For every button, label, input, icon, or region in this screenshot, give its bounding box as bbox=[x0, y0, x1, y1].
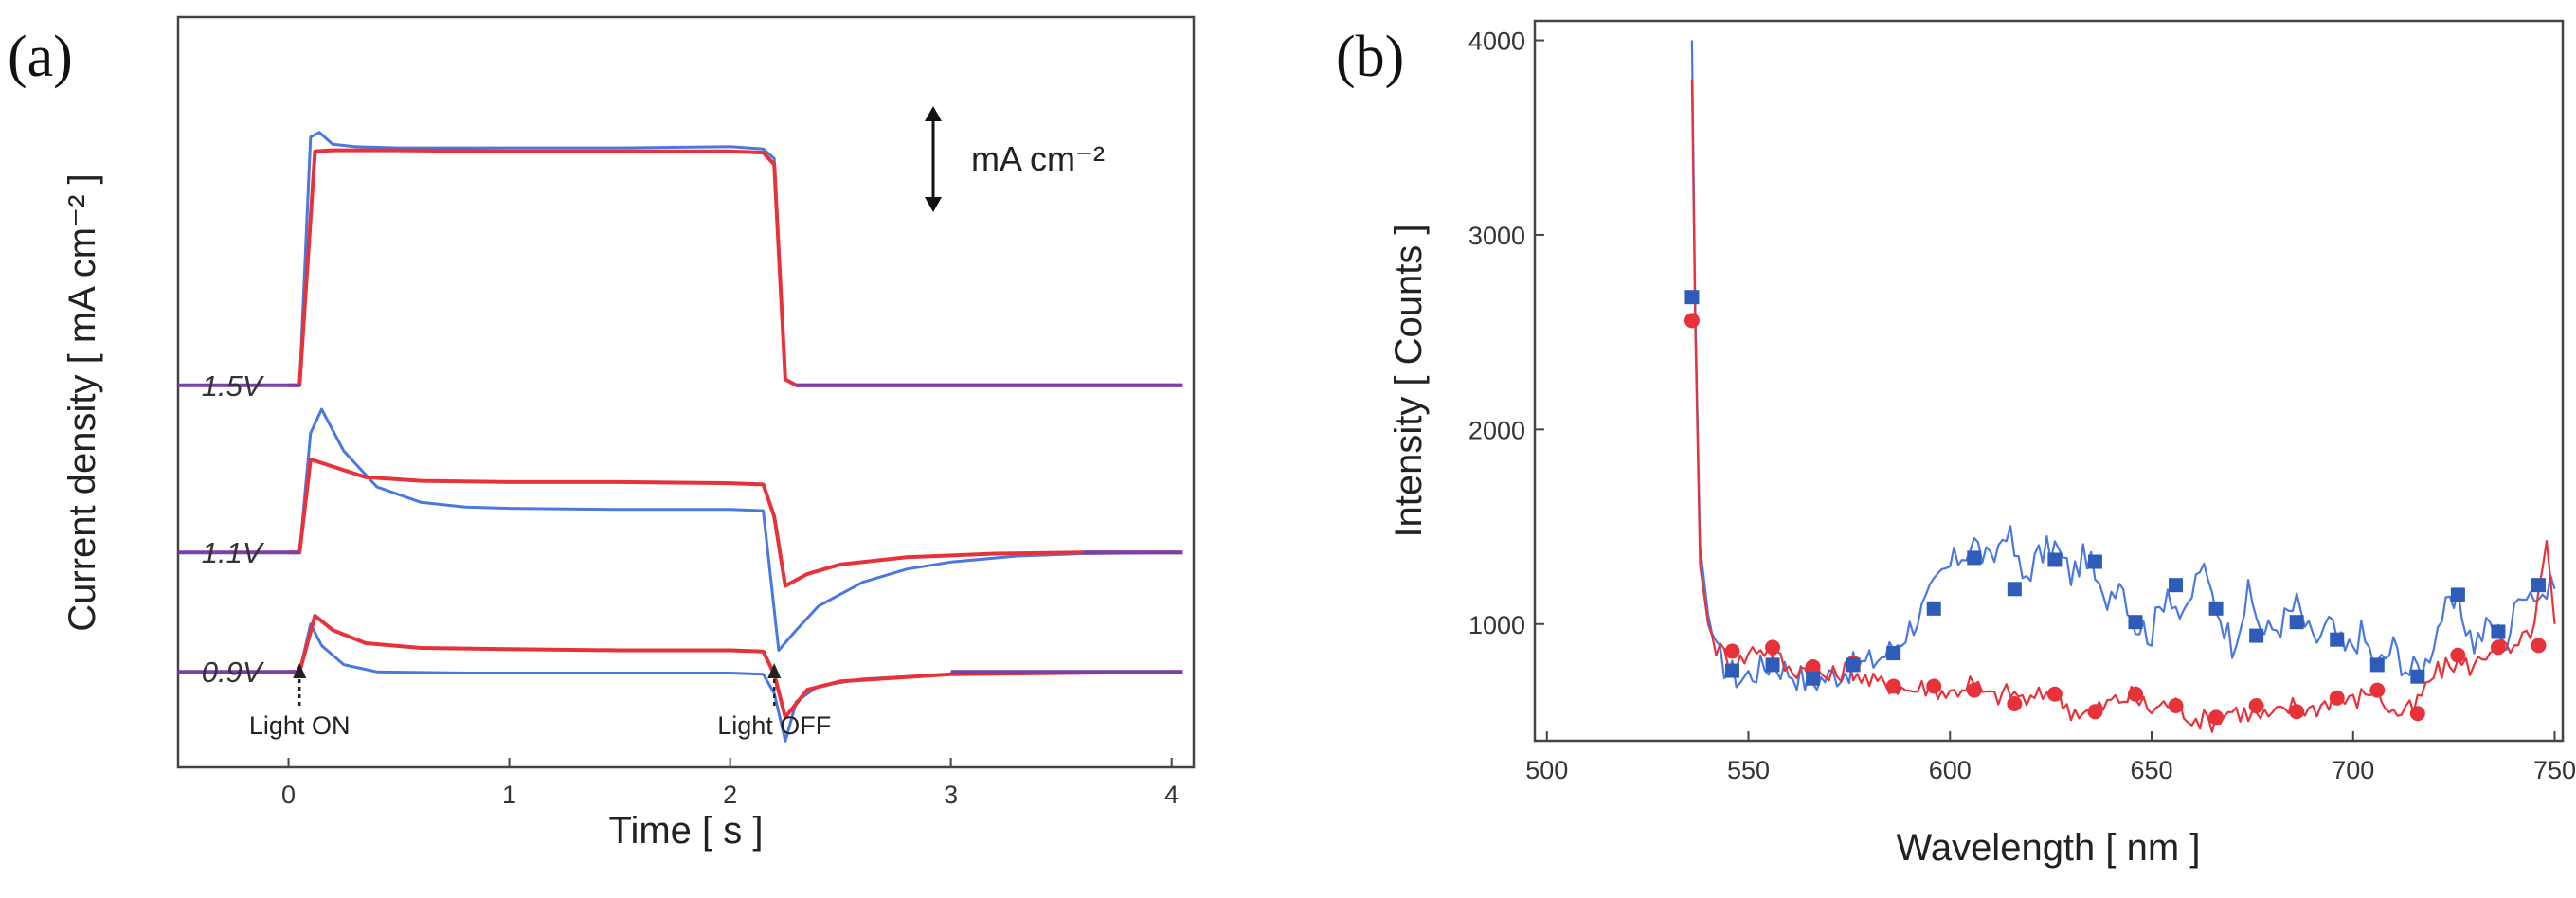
panel-b-x-tick-label: 550 bbox=[1727, 756, 1770, 784]
marker-red-circle bbox=[2248, 698, 2264, 714]
spectrum-red bbox=[1690, 79, 2556, 733]
light-off-marker: Light OFF bbox=[717, 663, 831, 740]
marker-blue-square bbox=[1886, 646, 1901, 661]
marker-red-circle bbox=[2127, 686, 2143, 702]
panel-b-x-tick-label: 700 bbox=[2332, 756, 2374, 784]
marker-red-circle bbox=[2208, 709, 2225, 726]
marker-blue-square bbox=[2330, 632, 2345, 647]
panel-a-series bbox=[178, 131, 1183, 743]
panel-b-frame bbox=[1533, 19, 2565, 743]
panel-a-frame bbox=[176, 15, 1196, 769]
marker-red-circle bbox=[2450, 647, 2466, 663]
light-off-arrow-icon bbox=[767, 663, 782, 678]
panel-b-y-tick-label: 4000 bbox=[1468, 27, 1525, 56]
marker-red-circle bbox=[2168, 698, 2184, 714]
panel-a-x-tick-label: 3 bbox=[944, 781, 958, 809]
marker-blue-square bbox=[2491, 624, 2506, 639]
marker-blue-square bbox=[2047, 552, 2063, 567]
panel-a-voltage-labels: 1.5V 1.1V 0.9V bbox=[202, 369, 265, 689]
light-on-arrow-icon bbox=[293, 663, 307, 678]
panel-b-x-tick-label: 600 bbox=[1929, 756, 1972, 784]
light-on-marker: Light ON bbox=[249, 663, 351, 740]
panel-b-markers bbox=[1684, 290, 2547, 726]
panel-b-y-tick-label: 1000 bbox=[1468, 611, 1525, 639]
panel-b-series bbox=[1690, 40, 2556, 733]
marker-blue-square bbox=[2450, 587, 2465, 602]
marker-red-circle bbox=[1684, 313, 1700, 329]
marker-blue-square bbox=[1846, 657, 1861, 673]
marker-blue-square bbox=[1806, 671, 1821, 686]
panel-b-y-tick-label: 3000 bbox=[1468, 222, 1525, 250]
light-off-label: Light OFF bbox=[717, 711, 831, 740]
marker-blue-square bbox=[2531, 578, 2546, 593]
panel-a-x-tick-label: 1 bbox=[502, 781, 516, 809]
scale-bar-label: mA cm⁻² bbox=[971, 139, 1105, 178]
marker-red-circle bbox=[2329, 690, 2345, 706]
panel-a-label: (a) bbox=[8, 25, 73, 89]
marker-red-circle bbox=[1765, 639, 1781, 656]
marker-blue-square bbox=[1967, 550, 1982, 566]
marker-red-circle bbox=[1885, 678, 1901, 694]
marker-blue-square bbox=[1724, 663, 1739, 678]
marker-blue-square bbox=[2007, 582, 2022, 597]
marker-blue-square bbox=[1926, 601, 1941, 616]
light-markers: Light ON Light OFF bbox=[249, 663, 831, 740]
marker-red-circle bbox=[2087, 704, 2103, 720]
panel-a-x-tick-label: 4 bbox=[1164, 781, 1179, 809]
panel-a-x-axis-title: Time [ s ] bbox=[609, 810, 764, 852]
panel-b: (b) 500 550 600 650 700 750 1000 2000 3000 4000 W… bbox=[1336, 19, 2576, 869]
panel-a-x-tick-label: 2 bbox=[723, 781, 737, 809]
panel-b-ticks: 500 550 600 650 700 750 1000 2000 3000 4000 bbox=[1468, 27, 2576, 784]
scale-bar-arrow-up-icon bbox=[925, 106, 942, 121]
voltage-label-0.9V: 0.9V bbox=[202, 656, 265, 689]
marker-blue-square bbox=[2369, 657, 2385, 673]
marker-red-circle bbox=[2369, 682, 2386, 698]
series-red-1.5V bbox=[288, 148, 1183, 387]
marker-blue-square bbox=[2169, 578, 2184, 593]
marker-blue-square bbox=[2249, 628, 2264, 643]
marker-blue-square bbox=[2289, 615, 2304, 630]
marker-red-circle bbox=[2490, 639, 2506, 656]
series-red-0.9V bbox=[288, 614, 1183, 720]
marker-red-circle bbox=[2007, 695, 2023, 711]
panel-b-x-tick-label: 750 bbox=[2533, 756, 2576, 784]
marker-blue-square bbox=[1684, 290, 1700, 305]
series-blue-1.1V bbox=[288, 407, 1183, 652]
marker-blue-square bbox=[2208, 601, 2224, 616]
voltage-label-1.5V: 1.5V bbox=[202, 369, 265, 403]
marker-blue-square bbox=[1765, 657, 1780, 673]
panel-b-y-axis-title: Intensity [ Counts ] bbox=[1388, 224, 1430, 537]
spectrum-blue bbox=[1690, 40, 2556, 691]
panel-b-x-axis-title: Wavelength [ nm ] bbox=[1897, 827, 2201, 869]
series-red-1.1V bbox=[288, 457, 1183, 588]
scale-bar: mA cm⁻² bbox=[925, 106, 1105, 212]
marker-red-circle bbox=[2046, 686, 2063, 702]
marker-red-circle bbox=[1805, 658, 1821, 674]
voltage-label-1.1V: 1.1V bbox=[202, 536, 265, 569]
panel-b-x-tick-label: 650 bbox=[2130, 756, 2172, 784]
marker-red-circle bbox=[2409, 706, 2425, 722]
panel-a-y-axis-title: Current density [ mA cm⁻² ] bbox=[62, 173, 103, 631]
marker-red-circle bbox=[1724, 643, 1740, 659]
panel-a-x-ticks: 0 1 2 3 4 bbox=[281, 758, 1179, 809]
panel-b-x-tick-label: 500 bbox=[1525, 756, 1568, 784]
marker-red-circle bbox=[1926, 678, 1942, 694]
marker-blue-square bbox=[2128, 615, 2143, 630]
light-on-label: Light ON bbox=[249, 711, 351, 740]
panel-a-x-tick-label: 0 bbox=[281, 781, 296, 809]
panel-b-y-tick-label: 2000 bbox=[1468, 416, 1525, 444]
scale-bar-arrow-down-icon bbox=[925, 197, 942, 212]
marker-red-circle bbox=[2531, 638, 2547, 654]
marker-red-circle bbox=[2289, 704, 2305, 720]
panel-b-label: (b) bbox=[1336, 25, 1404, 89]
marker-red-circle bbox=[1966, 682, 1982, 698]
panel-a: (a) 0 1 2 3 4 1.5V 1.1V 0.9V Time [ s ] Curren… bbox=[8, 15, 1196, 852]
marker-blue-square bbox=[2087, 554, 2102, 569]
marker-blue-square bbox=[2410, 669, 2425, 684]
